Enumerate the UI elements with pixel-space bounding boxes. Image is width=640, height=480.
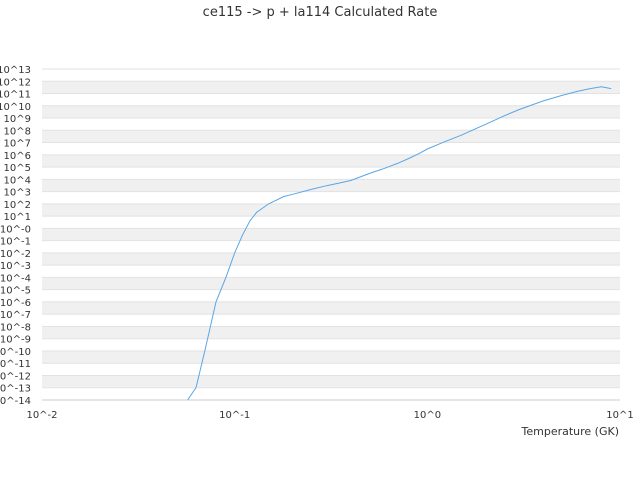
grid-band [42, 191, 620, 204]
grid-band [42, 301, 620, 315]
grid-band [42, 314, 620, 327]
y-tick-label: 10^-3 [0, 261, 31, 272]
y-tick-label: 10^12 [0, 77, 31, 88]
grid-band [42, 265, 620, 278]
y-tick-label: 10^-14 [0, 396, 31, 407]
y-tick-label: 10^-4 [0, 273, 31, 284]
y-tick-label: 10^9 [4, 114, 31, 125]
y-tick-label: 10^3 [4, 188, 31, 199]
x-axis-ticks: 10^-2 10^-1 10^0 10^1 [26, 410, 633, 421]
y-tick-label: 10^-6 [0, 298, 31, 309]
grid-band [42, 81, 620, 94]
y-tick-label: 10^-1 [0, 237, 31, 248]
y-tick-label: 10^4 [4, 175, 31, 186]
grid-bands [42, 68, 620, 400]
y-tick-label: 10^8 [4, 126, 31, 137]
y-tick-label: 10^-0 [0, 224, 31, 235]
y-tick-label: 10^-11 [0, 359, 31, 370]
x-tick-label: 10^0 [414, 410, 441, 421]
x-tick-label: 10^-1 [219, 410, 250, 421]
series-line [187, 86, 612, 401]
chart-title: ce115 -> p + la114 Calculated Rate [203, 5, 438, 20]
grid-band [42, 252, 620, 266]
grid-band [42, 105, 620, 119]
y-tick-label: 10^10 [0, 102, 31, 113]
y-tick-label: 10^-13 [0, 384, 31, 395]
x-axis-label: Temperature (GK) [521, 425, 620, 438]
y-tick-label: 10^-8 [0, 322, 31, 333]
grid-band [42, 326, 620, 339]
y-tick-label: 10^-7 [0, 310, 31, 321]
grid-band [42, 277, 620, 290]
grid-band [42, 375, 620, 388]
y-tick-label: 10^6 [4, 151, 31, 162]
y-tick-label: 10^-10 [0, 347, 31, 358]
grid-band [42, 216, 620, 229]
y-tick-label: 10^2 [4, 200, 31, 211]
grid-band [42, 118, 620, 131]
y-tick-label: 10^1 [4, 212, 31, 223]
y-tick-label: 10^-9 [0, 335, 31, 346]
y-tick-label: 10^-12 [0, 371, 31, 382]
grid-band [42, 350, 620, 364]
grid-band [42, 240, 620, 253]
grid-band [42, 179, 620, 192]
grid-band [42, 69, 620, 82]
y-tick-label: 10^5 [4, 163, 31, 174]
grid-band [42, 130, 620, 143]
grid-band [42, 203, 620, 217]
grid-band [42, 228, 620, 241]
grid-band [42, 289, 620, 302]
grid-band [42, 142, 620, 155]
x-tick-label: 10^1 [606, 410, 633, 421]
grid-band [42, 338, 620, 351]
grid-band [42, 167, 620, 180]
y-tick-label: 10^13 [0, 65, 31, 76]
y-tick-label: 10^7 [4, 139, 31, 150]
grid-band [42, 387, 620, 400]
y-tick-label: 10^-2 [0, 249, 31, 260]
grid-band [42, 93, 620, 106]
grid-band [42, 363, 620, 376]
y-tick-label: 10^-5 [0, 286, 31, 297]
grid-band [42, 154, 620, 168]
y-tick-label: 10^11 [0, 90, 31, 101]
x-tick-label: 10^-2 [26, 410, 57, 421]
